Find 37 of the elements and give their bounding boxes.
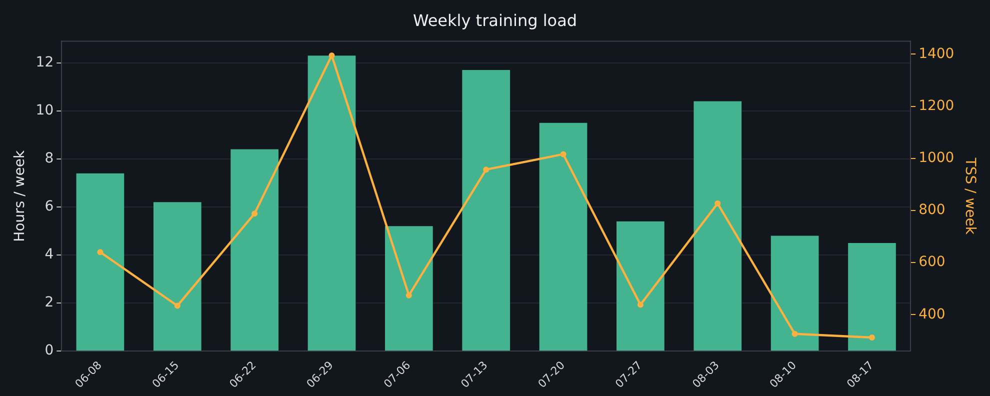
y-tick-label: 2 <box>44 294 54 311</box>
bar <box>153 202 202 351</box>
bar <box>230 149 278 351</box>
y2-tick-label: 400 <box>918 306 946 322</box>
point <box>97 249 104 256</box>
y2-axis-title: TSS / week <box>962 156 978 236</box>
y-tick-label: 4 <box>44 246 54 263</box>
y2-tick-label: 1000 <box>918 150 954 166</box>
y2-tick-label: 600 <box>918 254 946 270</box>
y-tick-label: 12 <box>36 54 54 70</box>
bar <box>539 122 588 351</box>
chart-title: Weekly training load <box>412 10 578 30</box>
y-tick-label: 8 <box>44 150 54 167</box>
y2-tick-label: 800 <box>918 202 946 218</box>
bar <box>848 242 896 351</box>
y2-tick-label: 1400 <box>918 46 954 62</box>
point <box>792 330 798 337</box>
y-tick-label: 6 <box>44 198 54 215</box>
bar <box>616 221 664 351</box>
point <box>483 166 490 173</box>
point <box>714 200 721 206</box>
bar <box>694 101 742 351</box>
bar <box>770 236 819 351</box>
y-axis-title: Hours / week <box>12 150 28 242</box>
y-tick-label: 10 <box>36 102 54 118</box>
y-tick-label: 0 <box>44 342 54 359</box>
point <box>637 302 644 308</box>
point <box>868 334 875 341</box>
bar <box>76 173 124 351</box>
bar <box>384 226 433 351</box>
point <box>252 210 258 217</box>
bar <box>308 56 356 351</box>
y2-tick-label: 1200 <box>918 98 954 114</box>
point <box>174 302 180 309</box>
bar <box>462 70 510 351</box>
point <box>560 151 566 158</box>
point <box>406 292 412 298</box>
